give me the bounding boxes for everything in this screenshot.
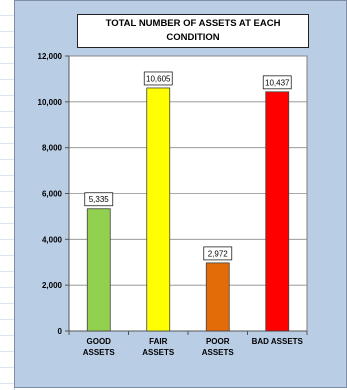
data-label: 10,437 (265, 78, 290, 87)
bar (205, 262, 230, 332)
data-label: 10,605 (146, 74, 171, 83)
data-label-box (84, 192, 114, 207)
category-label: ASSETS (202, 348, 235, 357)
category-label: GOOD (87, 337, 112, 346)
chart-title-line-1: TOTAL NUMBER OF ASSETS AT EACH (105, 18, 281, 29)
y-tick-label: 10,000 (38, 98, 63, 107)
y-tick-label: 2,000 (42, 281, 63, 290)
category-label: BAD ASSETS (252, 337, 304, 346)
category-label: FAIR (149, 337, 167, 346)
chart-area[interactable]: TOTAL NUMBER OF ASSETS AT EACH CONDITION… (14, 0, 347, 388)
data-label: 2,972 (208, 249, 229, 258)
spreadsheet-edge (0, 0, 15, 390)
data-label-box (143, 71, 173, 86)
data-label-box (203, 246, 233, 261)
bar (86, 208, 111, 332)
category-label: ASSETS (83, 348, 116, 357)
y-tick-label: 12,000 (38, 52, 63, 61)
y-tick-label: 6,000 (42, 190, 63, 199)
y-tick-label: 0 (58, 327, 63, 336)
bar (265, 91, 290, 332)
category-label: POOR (206, 337, 230, 346)
chart-title: TOTAL NUMBER OF ASSETS AT EACH CONDITION (77, 14, 309, 48)
data-label: 5,335 (89, 195, 110, 204)
chart-title-line-2: CONDITION (166, 32, 220, 43)
y-tick-label: 8,000 (42, 144, 63, 153)
y-tick-label: 4,000 (42, 235, 63, 244)
data-label-box (262, 75, 292, 90)
bar-chart: 0 2,000 4,000 6,000 8,000 10,000 12,000 5,335 GO… (38, 52, 308, 357)
category-label: ASSETS (142, 348, 175, 357)
bar (146, 87, 171, 332)
